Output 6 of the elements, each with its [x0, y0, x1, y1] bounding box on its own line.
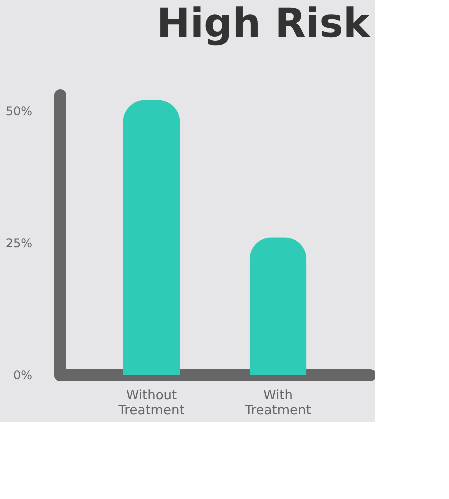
- y-tick-label: 50%: [6, 104, 32, 118]
- x-tick-label: With Treatment: [244, 388, 312, 418]
- y-tick-label: 0%: [13, 368, 32, 382]
- chart-title: High Risk: [156, 1, 372, 47]
- y-tick-label: 25%: [6, 236, 32, 250]
- x-tick-label: Without Treatment: [118, 388, 185, 418]
